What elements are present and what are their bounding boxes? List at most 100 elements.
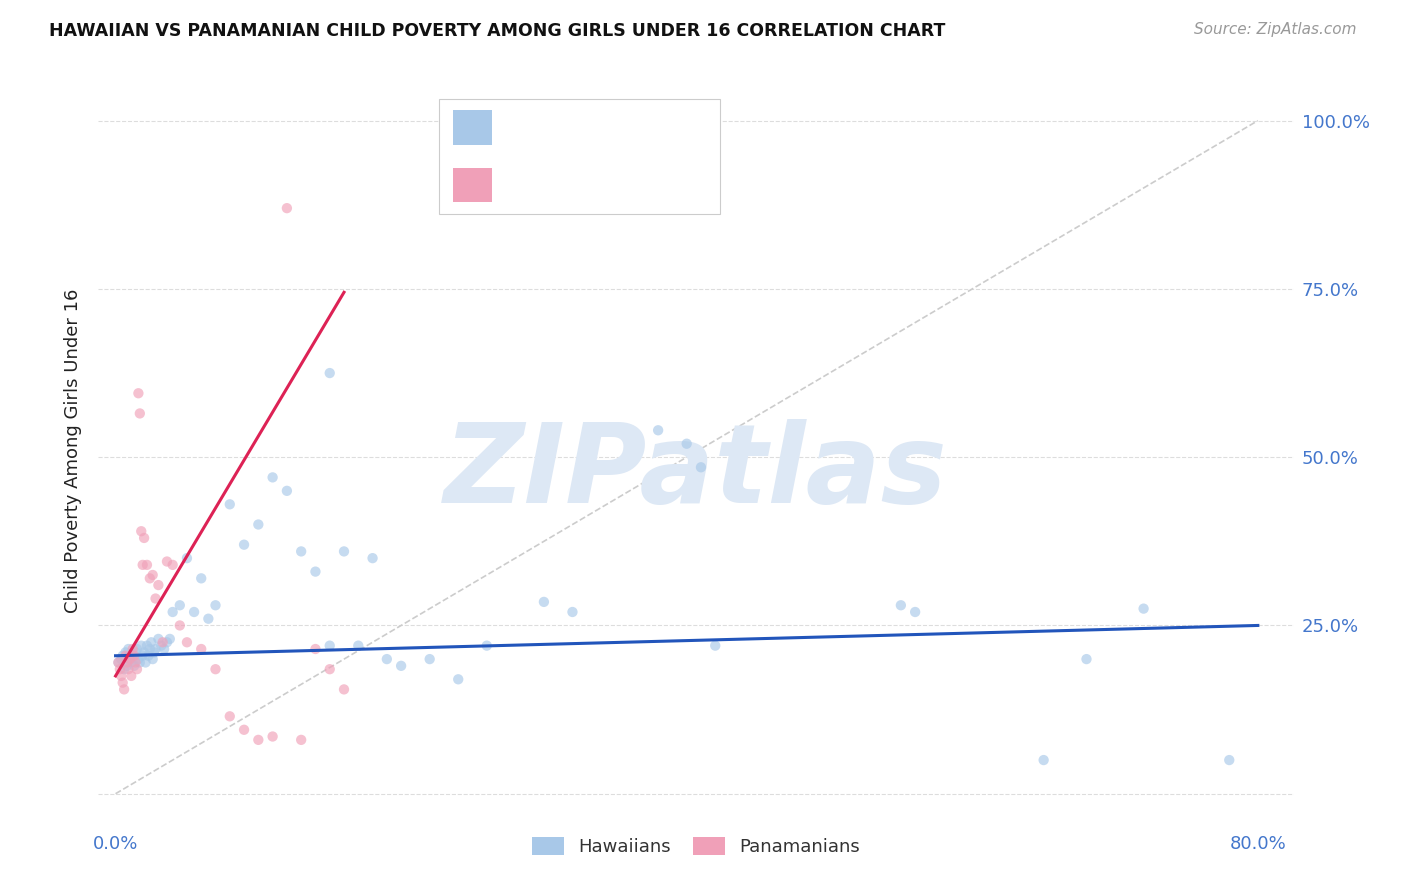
Point: [333, 544, 356, 558]
Point: [129, 524, 152, 539]
Point: [475, 639, 498, 653]
Point: [218, 709, 240, 723]
Point: [156, 635, 179, 649]
Point: [135, 656, 157, 670]
Point: [190, 571, 212, 585]
Point: [153, 642, 176, 657]
Point: [120, 669, 142, 683]
Point: [143, 645, 166, 659]
Point: [276, 201, 298, 215]
Point: [233, 538, 256, 552]
Point: [169, 599, 191, 613]
Point: [704, 639, 727, 653]
Point: [904, 605, 927, 619]
Point: [136, 639, 159, 653]
Point: [533, 595, 555, 609]
Point: [176, 635, 198, 649]
Point: [183, 605, 205, 619]
Point: [141, 635, 163, 649]
Point: [162, 558, 184, 572]
Point: [150, 639, 173, 653]
Point: [218, 497, 240, 511]
Point: [347, 639, 370, 653]
Point: [115, 658, 138, 673]
Point: [333, 682, 356, 697]
Point: [204, 662, 226, 676]
Point: [131, 558, 153, 572]
Point: [121, 642, 143, 657]
Point: [118, 652, 141, 666]
Point: [247, 732, 270, 747]
Text: Source: ZipAtlas.com: Source: ZipAtlas.com: [1194, 22, 1357, 37]
Y-axis label: Child Poverty Among Girls Under 16: Child Poverty Among Girls Under 16: [65, 288, 83, 613]
Point: [107, 656, 129, 670]
Point: [108, 662, 131, 676]
Point: [447, 673, 470, 687]
Point: [114, 648, 136, 663]
Point: [690, 460, 713, 475]
Point: [125, 642, 148, 657]
Text: ZIPatlas: ZIPatlas: [444, 419, 948, 526]
Point: [290, 732, 312, 747]
Point: [262, 730, 284, 744]
Point: [148, 578, 170, 592]
Point: [112, 662, 135, 676]
Point: [647, 423, 669, 437]
Point: [131, 648, 153, 663]
Point: [561, 605, 583, 619]
Point: [675, 436, 697, 450]
Point: [128, 407, 150, 421]
Point: [110, 669, 132, 683]
Point: [1076, 652, 1098, 666]
Point: [122, 648, 145, 663]
Point: [375, 652, 398, 666]
Point: [319, 662, 342, 676]
Point: [152, 635, 174, 649]
Point: [1032, 753, 1054, 767]
Point: [128, 656, 150, 670]
Point: [111, 675, 134, 690]
Point: [1218, 753, 1240, 767]
Point: [139, 642, 162, 657]
Point: [127, 652, 149, 666]
Point: [132, 531, 155, 545]
Point: [190, 642, 212, 657]
Point: [145, 642, 167, 657]
Point: [136, 558, 159, 572]
Point: [159, 632, 181, 646]
Point: [290, 544, 312, 558]
Point: [419, 652, 441, 666]
Text: HAWAIIAN VS PANAMANIAN CHILD POVERTY AMONG GIRLS UNDER 16 CORRELATION CHART: HAWAIIAN VS PANAMANIAN CHILD POVERTY AMO…: [49, 22, 946, 40]
Point: [124, 645, 146, 659]
Point: [117, 642, 139, 657]
Point: [127, 386, 149, 401]
Point: [319, 366, 342, 380]
Point: [204, 599, 226, 613]
Legend: Hawaiians, Panamanians: Hawaiians, Panamanians: [524, 830, 868, 863]
Point: [110, 652, 132, 666]
Point: [233, 723, 256, 737]
Point: [139, 571, 162, 585]
Point: [319, 639, 342, 653]
Point: [197, 612, 219, 626]
Point: [124, 656, 146, 670]
Point: [117, 662, 139, 676]
Point: [115, 656, 138, 670]
Point: [304, 565, 326, 579]
Point: [247, 517, 270, 532]
Point: [148, 632, 170, 646]
Point: [142, 568, 165, 582]
Point: [304, 642, 326, 657]
Point: [120, 656, 142, 670]
Point: [890, 599, 912, 613]
Point: [1132, 601, 1154, 615]
Point: [112, 682, 135, 697]
Point: [162, 605, 184, 619]
Point: [132, 645, 155, 659]
Point: [389, 658, 412, 673]
Point: [129, 639, 152, 653]
Point: [142, 652, 165, 666]
Point: [176, 551, 198, 566]
Point: [361, 551, 384, 566]
Point: [125, 662, 148, 676]
